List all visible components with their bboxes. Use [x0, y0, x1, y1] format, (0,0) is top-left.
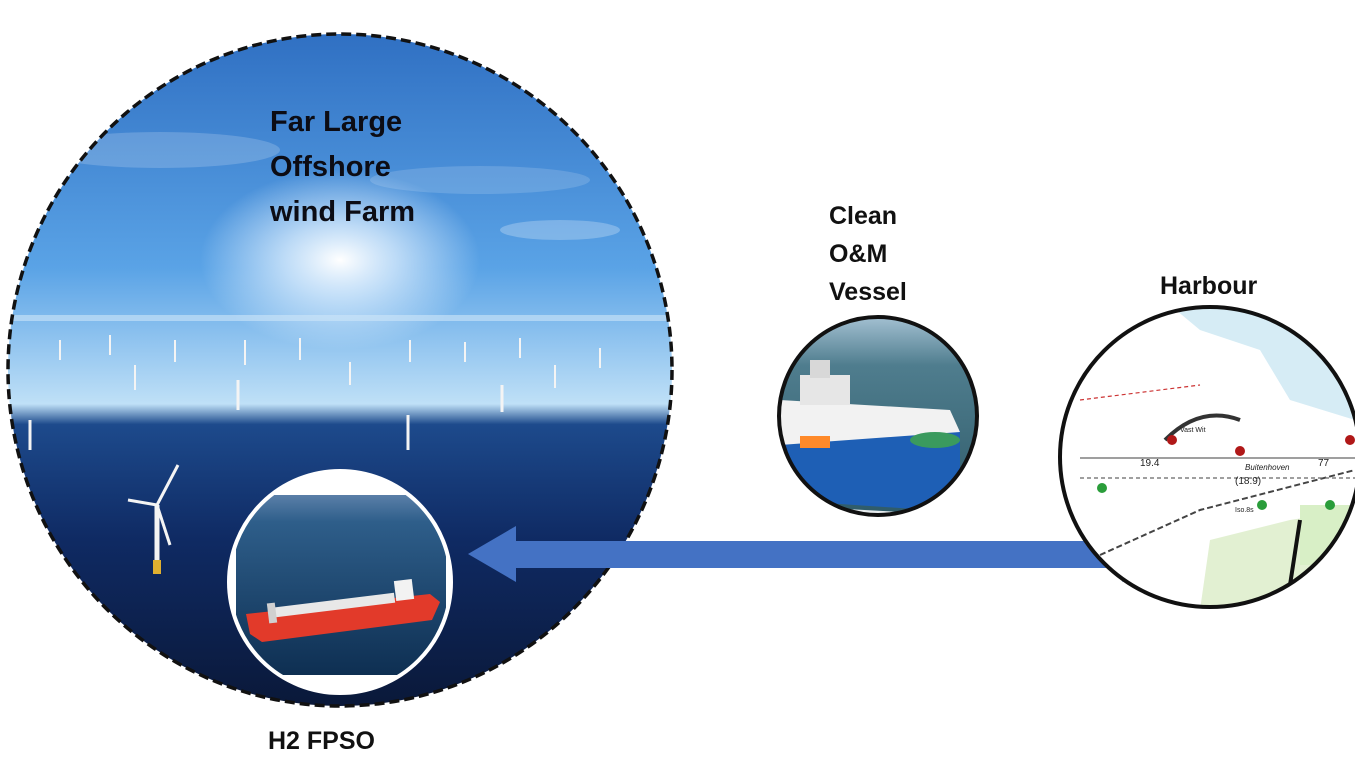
harbour-chart-label-1: 19.4 — [1140, 458, 1160, 469]
vessel-photo — [777, 315, 979, 517]
vessel-title: Clean O&M Vessel — [829, 197, 969, 311]
vessel-border — [777, 315, 979, 517]
windfarm-dashed-border — [6, 32, 674, 708]
harbour-map: 19.4 (18.9) 77 Buitenhoven Vast Wit Iso.… — [1058, 305, 1355, 609]
fpso-title: H2 FPSO — [268, 727, 375, 755]
harbour-chart-label-5: Vast Wit — [1180, 427, 1206, 434]
windfarm-title: Far Large Offshore wind Farm — [270, 100, 415, 235]
vessel-title-line-3: Vessel — [829, 278, 907, 306]
harbour-chart-label-3: 77 — [1318, 458, 1330, 469]
windfarm-title-line-1: Far Large — [270, 106, 403, 138]
harbour-chart-label-2: (18.9) — [1235, 476, 1261, 487]
harbour-title: Harbour — [1160, 272, 1258, 300]
harbour-border — [1058, 305, 1355, 609]
wind-turbines — [28, 335, 601, 574]
harbour-chart-label-4: Buitenhoven — [1245, 463, 1290, 472]
vessel-title-line-1: Clean — [829, 202, 898, 230]
vessel-title-line-2: O&M — [829, 240, 888, 268]
double-arrow — [468, 526, 1148, 582]
fpso-border — [227, 469, 453, 695]
harbour-chart-label-6: Iso.8s — [1235, 507, 1254, 514]
windfarm-title-line-3: wind Farm — [270, 196, 416, 228]
fpso-photo — [227, 469, 453, 695]
windfarm-title-line-2: Offshore — [270, 151, 391, 183]
